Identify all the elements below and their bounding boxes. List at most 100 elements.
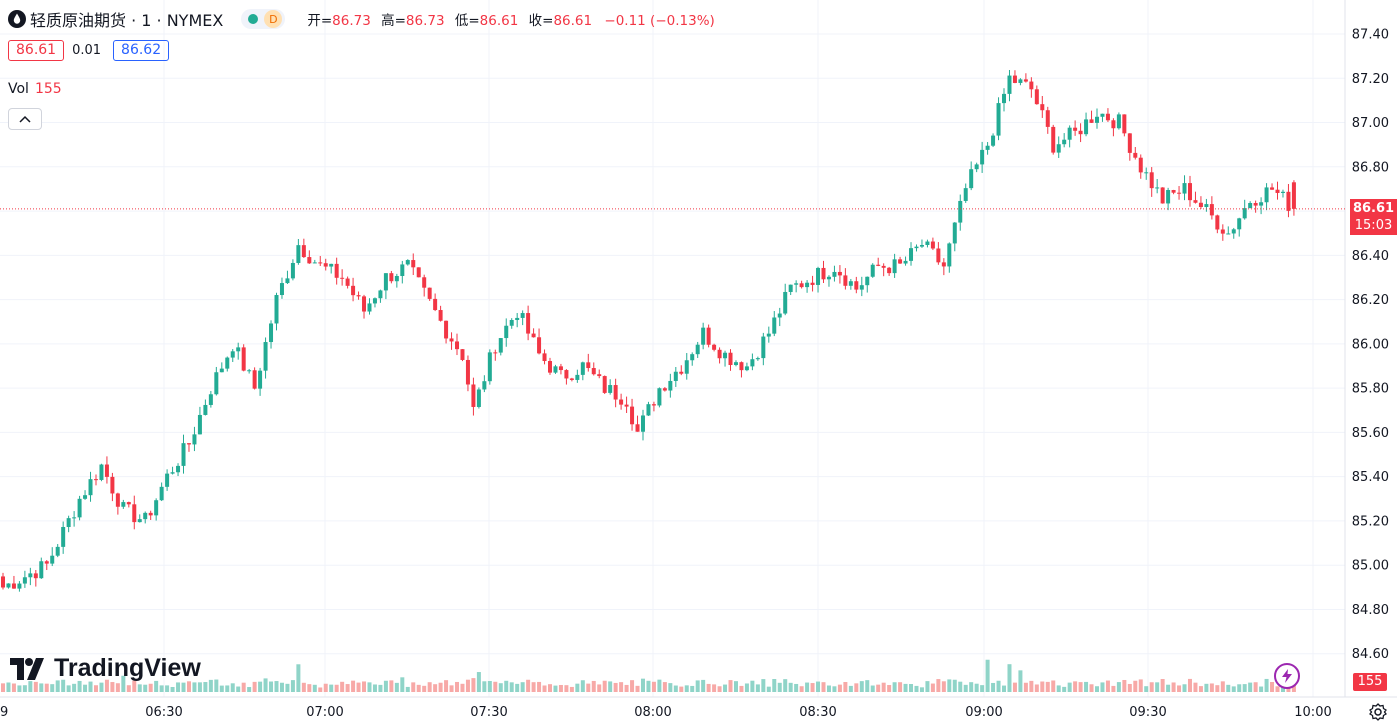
volume-bar [526,679,531,692]
candle-body [898,259,903,264]
candle-body [941,262,946,267]
market-status-pill[interactable]: D [241,9,286,29]
volume-bar [1270,682,1275,692]
candle-body [739,362,744,371]
candle-body [411,260,416,268]
candle-body [460,349,465,360]
volume-bar [701,679,706,692]
volume-bar [515,683,520,692]
collapse-legend-button[interactable] [8,108,42,130]
candle-body [1280,191,1285,193]
volume-bar [837,684,842,692]
candle-body [400,264,405,276]
volume-bar [848,685,853,692]
candle-body [887,267,892,274]
volume-legend[interactable]: Vol 155 [8,81,62,97]
volume-bar [739,685,744,692]
candle-body [903,260,908,264]
volume-bar [1095,686,1099,692]
volume-bar [422,685,427,692]
price-tick-label: 85.60 [1352,426,1389,441]
volume-bar [919,687,924,692]
volume-bar [181,682,186,692]
volume-bar [930,683,935,692]
volume-bar [394,682,399,692]
candle-body [1204,204,1209,207]
candle-body [1242,208,1247,219]
candle-body [947,243,952,267]
sell-button[interactable]: 86.61 [8,40,65,61]
volume-bar [679,686,684,692]
price-tick-label: 86.20 [1352,293,1389,308]
volume-bar [50,684,55,692]
candle-body [1073,127,1078,131]
time-axis[interactable]: 9 06:30 07:00 07:30 08:00 08:30 09:00 09:30 10:0… [0,705,1332,720]
volume-bar [285,683,290,692]
price-tick-label: 84.80 [1352,603,1389,618]
volume-bar [646,680,651,692]
volume-axis-tag: 155 [1353,673,1387,691]
volume-bar [44,683,49,692]
volume-bar [630,680,635,692]
candle-body [766,333,771,337]
volume-bar [1187,678,1192,692]
volume-bar [974,683,979,692]
candle-body [296,245,301,263]
candle-body [816,267,821,285]
volume-bar [1160,679,1165,692]
candle-body [914,246,919,249]
candle-body [1138,157,1143,173]
price-tick-label: 84.60 [1352,647,1389,662]
candle-body [892,259,897,274]
candle-body [870,264,875,277]
price-tick-label: 85.00 [1352,559,1389,574]
candle-body [50,555,55,564]
volume-bar [28,681,33,692]
last-price-value: 86.61 [1352,201,1395,216]
volume-bar [816,681,821,692]
candle-body [170,472,175,474]
tradingview-logo[interactable]: TradingView [10,654,201,683]
volume-bar [1138,679,1143,692]
volume-bar [110,682,115,692]
volume-bar [936,679,941,692]
volume-bar [651,681,656,692]
lightning-icon[interactable] [1274,663,1300,689]
candle-body [340,277,345,279]
candle-body [214,372,219,395]
candle-body [531,333,536,338]
volume-bar [372,684,377,692]
volume-bar [504,680,509,692]
candle-body [690,354,695,361]
symbol-title[interactable]: 轻质原油期货 · 1 · NYMEX [30,11,224,30]
candle-body [219,368,224,373]
volume-bar [537,681,542,692]
candle-body [630,406,635,425]
candle-body [487,352,492,382]
volume-bar [203,682,208,692]
candle-body [865,276,870,286]
volume-bar [597,684,602,692]
candle-body [810,282,815,285]
volume-bar [569,686,574,692]
candle-body [1291,182,1296,209]
gear-icon[interactable] [1368,702,1388,722]
candle-body [66,518,71,528]
candle-body [876,264,881,266]
candle-body [154,500,159,516]
volume-bar [668,683,673,692]
candle-body [772,317,777,334]
volume-bar [400,677,405,692]
candle-body [608,385,613,393]
volume-bar [279,682,284,692]
candle-body [794,283,799,285]
price-tick-label: 86.00 [1352,337,1389,352]
volume-bar [548,684,552,692]
price-axis[interactable]: 87.4087.2087.0086.8086.6086.4086.2086.00… [1352,28,1389,663]
volume-bar [914,685,919,692]
volume-bar [1122,679,1127,692]
candle-body [755,358,760,360]
buy-button[interactable]: 86.62 [113,40,170,61]
volume-bar [991,682,996,692]
